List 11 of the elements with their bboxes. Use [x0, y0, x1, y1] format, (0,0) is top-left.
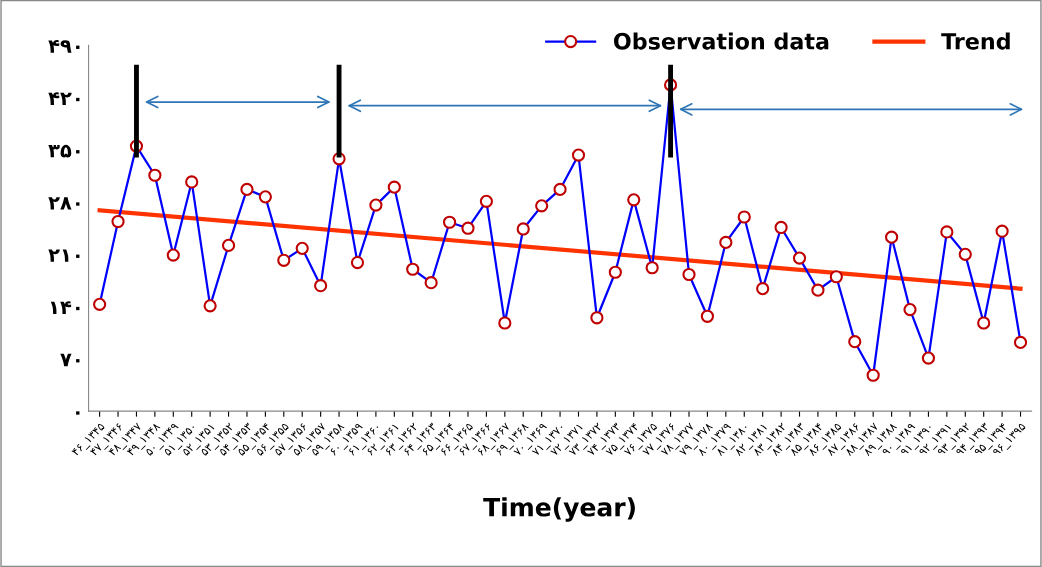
y-tick-label: ۴۹۰: [48, 40, 80, 53]
y-tick-label: ۲۱۰: [48, 249, 80, 262]
legend-label: Observation data: [613, 32, 829, 50]
legend-label: Trend: [941, 32, 1010, 50]
y-tick-label: ۱۴۰: [50, 301, 80, 314]
x-axis-title: Time(year): [483, 497, 635, 522]
y-tick-label: ۴۲۰: [48, 92, 80, 105]
y-tick-label: ۲۸۰: [48, 197, 80, 210]
y-tick-label: ۷۰: [60, 353, 80, 367]
y-tick-label: ۳۵۰: [48, 144, 80, 158]
y-tick-label: ۰: [76, 411, 80, 415]
